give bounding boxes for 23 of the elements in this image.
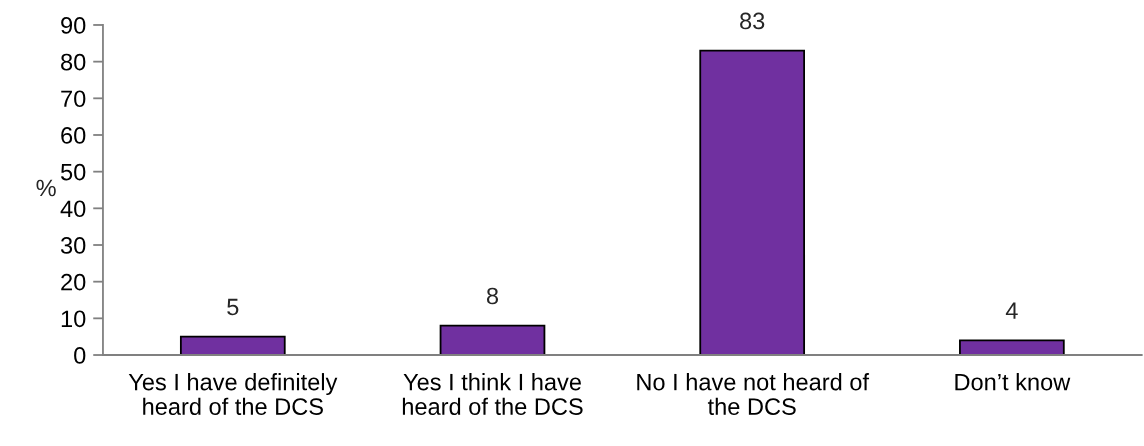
y-tick-label: 20 (61, 273, 86, 291)
x-tick-label: Yes I think I have heard of the DCS (402, 373, 583, 415)
x-tick-label: Yes I have definitely heard of the DCS (128, 373, 338, 415)
bar (959, 339, 1065, 356)
data-label: 8 (486, 287, 499, 305)
bar (179, 335, 286, 356)
y-tick-label: 0 (74, 347, 86, 364)
data-label: 5 (227, 298, 239, 316)
y-tick-label: 80 (61, 53, 86, 71)
x-tick-label: No I have not heard of the DCS (637, 373, 870, 415)
bar (439, 324, 546, 356)
x-tick-label: Don’t know (955, 373, 1071, 391)
data-label: 83 (740, 12, 765, 30)
y-tick-label: 60 (61, 127, 86, 144)
bar (699, 49, 806, 356)
y-tick-label: 40 (60, 200, 86, 218)
y-tick-label: 10 (61, 310, 86, 328)
y-tick-label: 50 (60, 163, 86, 181)
y-tick-label: 70 (61, 90, 86, 108)
data-label: 4 (1005, 302, 1018, 319)
y-tick-label: 30 (60, 237, 86, 254)
y-axis-title: % (36, 179, 56, 197)
y-tick-label: 90 (61, 17, 86, 34)
